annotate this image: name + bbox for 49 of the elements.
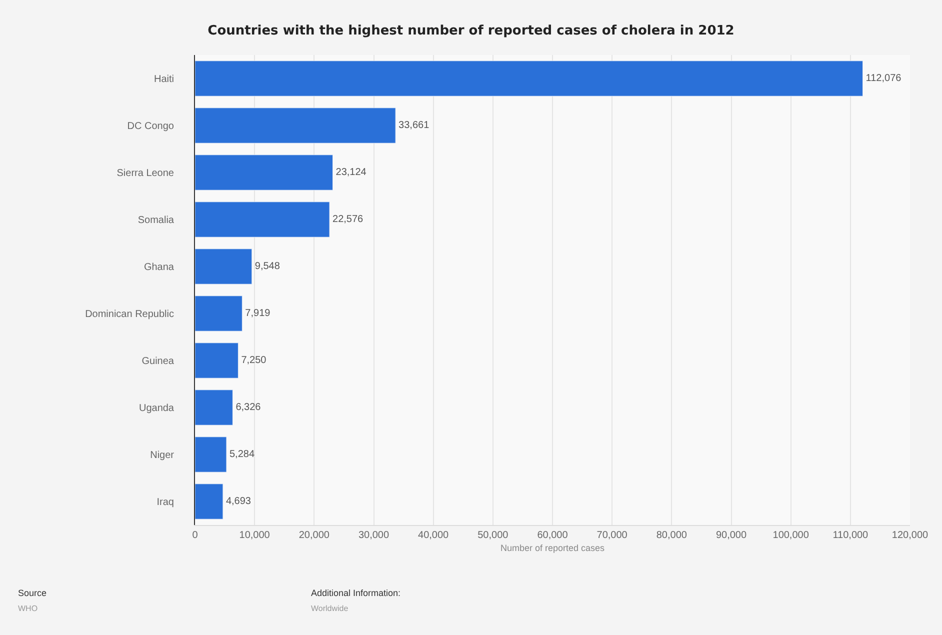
bar (195, 436, 227, 472)
text: Additional Information: (311, 588, 401, 598)
y-tick-label: Niger (150, 450, 175, 461)
x-tick-label: 0 (192, 530, 198, 541)
data-label: 9,548 (254, 261, 280, 272)
y-tick-label: DC Congo (127, 121, 174, 132)
bar (195, 248, 252, 284)
bar (195, 342, 238, 378)
x-tick-label: 20,000 (298, 530, 330, 541)
bar (195, 390, 233, 426)
y-tick-label: Guinea (142, 356, 174, 367)
x-tick-label: 30,000 (358, 530, 390, 541)
text: Source (18, 588, 47, 598)
bar (195, 108, 396, 144)
data-label: 22,576 (332, 214, 364, 226)
x-tick-label: 90,000 (716, 530, 747, 541)
y-tick-label: Somalia (138, 215, 174, 226)
bar (195, 60, 864, 96)
bar (195, 484, 224, 520)
data-label: 23,124 (336, 167, 367, 178)
chart-title: Countries with the highest number of reported cases of cholera in 2012 (208, 24, 734, 38)
text: Worldwide (311, 604, 349, 613)
x-tick-label: 100,000 (772, 530, 810, 541)
y-tick-label: Uganda (138, 403, 174, 414)
data-label: 6,326 (236, 402, 262, 414)
data-label: 5,284 (229, 449, 255, 460)
data-label: 4,693 (226, 496, 252, 508)
data-label: 33,661 (398, 120, 430, 132)
x-tick-label: 50,000 (478, 530, 509, 541)
data-label: 7,250 (241, 355, 267, 366)
x-tick-label: 70,000 (596, 530, 628, 541)
x-axis-title: Number of reported cases (500, 542, 606, 553)
x-tick-label: 40,000 (418, 530, 450, 541)
y-tick-label: Dominican Republic (85, 309, 174, 320)
y-tick-label: Sierra Leone (116, 168, 174, 179)
x-tick-label: 80,000 (656, 530, 688, 541)
x-tick-label: 110,000 (832, 530, 869, 541)
bar (195, 296, 242, 332)
y-tick-label: Iraq (156, 497, 174, 508)
data-label: 112,076 (866, 73, 902, 84)
x-tick-label: 10,000 (239, 530, 270, 541)
text: WHO (18, 604, 38, 613)
x-tick-label: 120,000 (892, 530, 929, 541)
data-label: 7,919 (245, 308, 271, 320)
bar (195, 202, 330, 238)
x-tick-label: 60,000 (537, 530, 568, 541)
bar (195, 154, 334, 190)
y-tick-label: Haiti (154, 74, 174, 85)
y-tick-label: Ghana (144, 262, 174, 273)
